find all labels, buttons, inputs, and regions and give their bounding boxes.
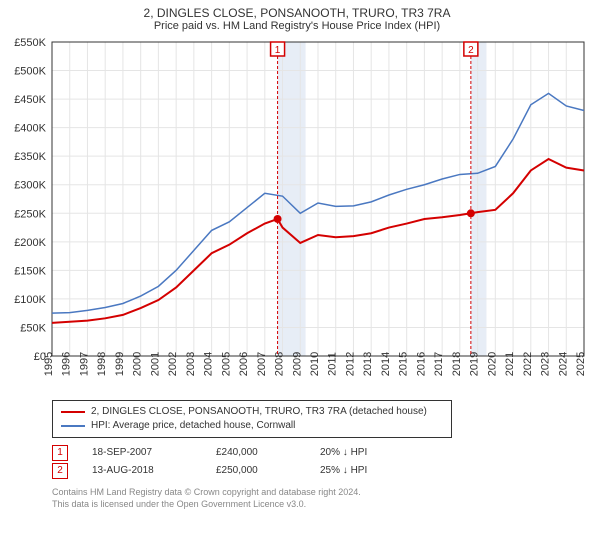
xtick-label: 2001 [149,352,161,376]
ytick-label: £150K [14,265,46,277]
event-row: 1 18-SEP-2007 £240,000 20% ↓ HPI [52,444,586,462]
xtick-label: 2016 [415,352,427,376]
legend-label: 2, DINGLES CLOSE, PONSANOOTH, TRURO, TR3… [91,405,427,419]
footer-line-1: Contains HM Land Registry data © Crown c… [52,486,586,498]
event-row: 2 13-AUG-2018 £250,000 25% ↓ HPI [52,462,586,480]
title-line-2: Price paid vs. HM Land Registry's House … [8,20,586,32]
xtick-label: 1996 [61,352,73,376]
event-date: 13-AUG-2018 [92,462,192,480]
xtick-label: 2000 [132,352,144,376]
event-marker-dot [467,209,475,217]
line-chart: £0£50K£100K£150K£200K£250K£300K£350K£400… [8,34,586,394]
ytick-label: £50K [20,322,46,334]
legend-swatch [61,425,85,427]
xtick-label: 2010 [309,352,321,376]
event-delta: 25% ↓ HPI [320,462,367,480]
ytick-label: £550K [14,37,46,49]
xtick-label: 2018 [451,352,463,376]
ytick-label: £250K [14,208,46,220]
ytick-label: £450K [14,94,46,106]
xtick-label: 2006 [238,352,250,376]
highlight-band [278,42,306,356]
xtick-label: 2013 [362,352,374,376]
legend-label: HPI: Average price, detached house, Corn… [91,419,295,433]
event-delta: 20% ↓ HPI [320,444,367,462]
event-price: £240,000 [216,444,296,462]
ytick-label: £300K [14,180,46,192]
event-marker-number: 1 [275,45,281,56]
xtick-label: 2004 [203,352,215,376]
legend-swatch [61,411,85,413]
footer-attribution: Contains HM Land Registry data © Crown c… [52,486,586,510]
xtick-label: 1999 [114,352,126,376]
title-line-1: 2, DINGLES CLOSE, PONSANOOTH, TRURO, TR3… [8,6,586,20]
event-date: 18-SEP-2007 [92,444,192,462]
highlight-band [471,42,487,356]
xtick-label: 2002 [167,352,179,376]
xtick-label: 1998 [96,352,108,376]
xtick-label: 1995 [43,352,55,376]
xtick-label: 2003 [185,352,197,376]
event-marker-dot [274,215,282,223]
event-marker-number: 2 [468,45,474,56]
chart-area: £0£50K£100K£150K£200K£250K£300K£350K£400… [8,34,586,394]
event-price: £250,000 [216,462,296,480]
ytick-label: £350K [14,151,46,163]
sale-events: 1 18-SEP-2007 £240,000 20% ↓ HPI 2 13-AUG-201… [52,444,586,480]
footer-line-2: This data is licensed under the Open Gov… [52,498,586,510]
xtick-label: 2012 [344,352,356,376]
ytick-label: £200K [14,237,46,249]
xtick-label: 2022 [522,352,534,376]
xtick-label: 1997 [78,352,90,376]
ytick-label: £100K [14,294,46,306]
xtick-label: 2023 [540,352,552,376]
event-marker-icon: 1 [52,445,68,461]
xtick-label: 2008 [274,352,286,376]
event-marker-icon: 2 [52,463,68,479]
xtick-label: 2014 [380,352,392,376]
xtick-label: 2020 [486,352,498,376]
legend: 2, DINGLES CLOSE, PONSANOOTH, TRURO, TR3… [52,400,452,438]
ytick-label: £500K [14,66,46,78]
xtick-label: 2017 [433,352,445,376]
xtick-label: 2009 [291,352,303,376]
legend-item: 2, DINGLES CLOSE, PONSANOOTH, TRURO, TR3… [61,405,443,419]
xtick-label: 2007 [256,352,268,376]
xtick-label: 2024 [557,352,569,376]
legend-item: HPI: Average price, detached house, Corn… [61,419,443,433]
xtick-label: 2021 [504,352,516,376]
xtick-label: 2015 [398,352,410,376]
xtick-label: 2005 [220,352,232,376]
chart-titles: 2, DINGLES CLOSE, PONSANOOTH, TRURO, TR3… [8,6,586,32]
xtick-label: 2019 [469,352,481,376]
ytick-label: £400K [14,123,46,135]
